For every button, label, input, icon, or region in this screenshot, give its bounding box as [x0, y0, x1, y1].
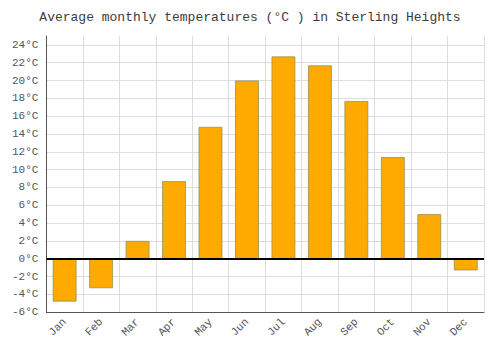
svg-text:16°C: 16°C [12, 110, 39, 122]
svg-text:-4°C: -4°C [12, 288, 39, 300]
svg-text:Average monthly temperatures (: Average monthly temperatures (°C ) in St… [39, 10, 460, 25]
svg-text:22°C: 22°C [12, 57, 39, 69]
svg-text:Nov: Nov [411, 316, 434, 339]
svg-text:Aug: Aug [302, 316, 324, 338]
svg-text:0°C: 0°C [19, 253, 39, 265]
svg-text:2°C: 2°C [19, 235, 39, 247]
svg-text:Sep: Sep [338, 316, 360, 338]
svg-text:Jun: Jun [229, 316, 251, 338]
svg-text:-2°C: -2°C [12, 271, 39, 283]
svg-text:Feb: Feb [83, 316, 105, 338]
svg-text:Apr: Apr [156, 316, 178, 338]
svg-text:Jul: Jul [265, 316, 287, 338]
svg-text:8°C: 8°C [19, 181, 39, 193]
svg-text:Oct: Oct [375, 316, 397, 338]
svg-text:-6°C: -6°C [12, 306, 39, 318]
svg-text:Mar: Mar [119, 316, 141, 338]
svg-text:Dec: Dec [448, 316, 470, 338]
svg-text:May: May [192, 316, 215, 339]
svg-text:4°C: 4°C [19, 217, 39, 229]
svg-text:18°C: 18°C [12, 92, 39, 104]
svg-text:24°C: 24°C [12, 39, 39, 51]
svg-text:6°C: 6°C [19, 199, 39, 211]
svg-text:12°C: 12°C [12, 146, 39, 158]
svg-text:10°C: 10°C [12, 164, 39, 176]
svg-text:20°C: 20°C [12, 75, 39, 87]
svg-text:14°C: 14°C [12, 128, 39, 140]
svg-text:Jan: Jan [46, 316, 68, 338]
